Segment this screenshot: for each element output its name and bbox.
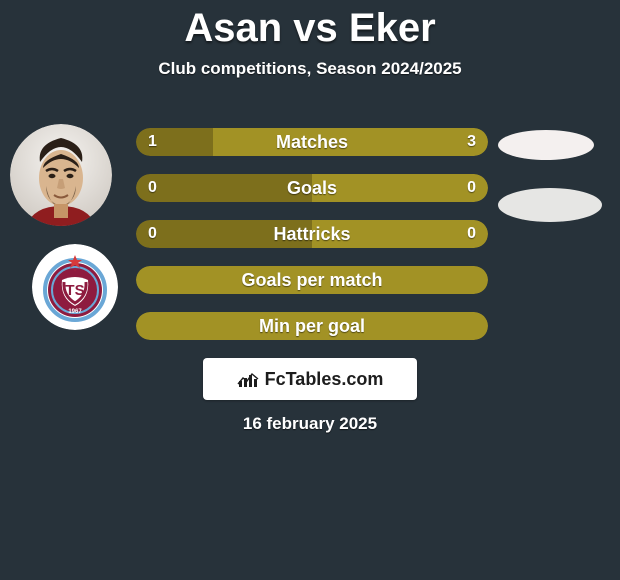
- brand-text: FcTables.com: [265, 369, 384, 390]
- bar-value-left: 1: [148, 128, 157, 156]
- comparison-card: Asan vs Eker Club competitions, Season 2…: [0, 6, 620, 580]
- stat-bar: Goals per match: [136, 266, 488, 294]
- brand-badge[interactable]: FcTables.com: [203, 358, 417, 400]
- bar-label: Goals: [136, 174, 488, 202]
- svg-text:TS: TS: [65, 282, 84, 299]
- svg-text:1967: 1967: [68, 309, 82, 315]
- page-title: Asan vs Eker: [0, 6, 620, 51]
- bar-value-left: 0: [148, 220, 157, 248]
- stat-bar: Goals0 0: [136, 174, 488, 202]
- page-subtitle: Club competitions, Season 2024/2025: [0, 59, 620, 79]
- bar-label: Hattricks: [136, 220, 488, 248]
- svg-text:✦: ✦: [72, 267, 77, 274]
- bar-label: Min per goal: [136, 312, 488, 340]
- bar-label: Goals per match: [136, 266, 488, 294]
- bar-value-left: 0: [148, 174, 157, 202]
- bar-label: Matches: [136, 128, 488, 156]
- stat-bar: Min per goal: [136, 312, 488, 340]
- stat-bar: Matches1 3: [136, 128, 488, 156]
- bar-value-right: 0: [467, 174, 476, 202]
- avatars-column: ✦ TS 1967: [8, 124, 118, 348]
- bar-value-right: 3: [467, 128, 476, 156]
- comparison-date: 16 february 2025: [0, 414, 620, 434]
- bar-value-right: 0: [467, 220, 476, 248]
- right-ovals: [498, 130, 602, 250]
- player2-placeholder-1: [498, 130, 594, 160]
- player2-placeholder-2: [498, 188, 602, 222]
- club-badge: ✦ TS 1967: [32, 244, 118, 330]
- chart-icon: [237, 370, 259, 388]
- player-avatar: [10, 124, 112, 226]
- stat-bars: Matches13Goals00Hattricks00Goals per mat…: [136, 128, 488, 358]
- stat-bar: Hattricks0 0: [136, 220, 488, 248]
